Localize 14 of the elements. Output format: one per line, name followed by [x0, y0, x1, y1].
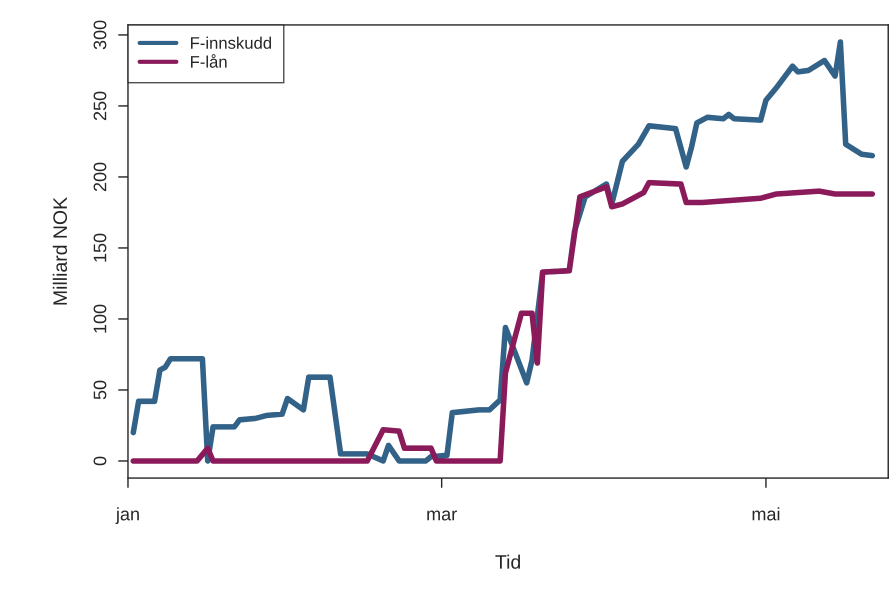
- y-tick-label: 50: [94, 380, 106, 400]
- y-tick-label: 250: [94, 92, 106, 120]
- x-axis-title: Tid: [495, 554, 520, 569]
- x-tick-label: mar: [427, 510, 457, 520]
- y-tick-label: 200: [94, 162, 106, 192]
- x-tick-label: jan: [115, 507, 139, 524]
- y-tick-label: 300: [94, 20, 106, 50]
- y-tick-label: 150: [94, 234, 106, 262]
- legend-label: F-lån: [191, 54, 227, 68]
- y-tick-label: 100: [94, 304, 106, 333]
- legend-label: F-innskudd: [191, 36, 272, 49]
- y-tick-label: 0: [94, 456, 106, 466]
- x-tick-label: mai: [752, 507, 780, 520]
- y-axis-title: Milliard NOK: [52, 197, 68, 304]
